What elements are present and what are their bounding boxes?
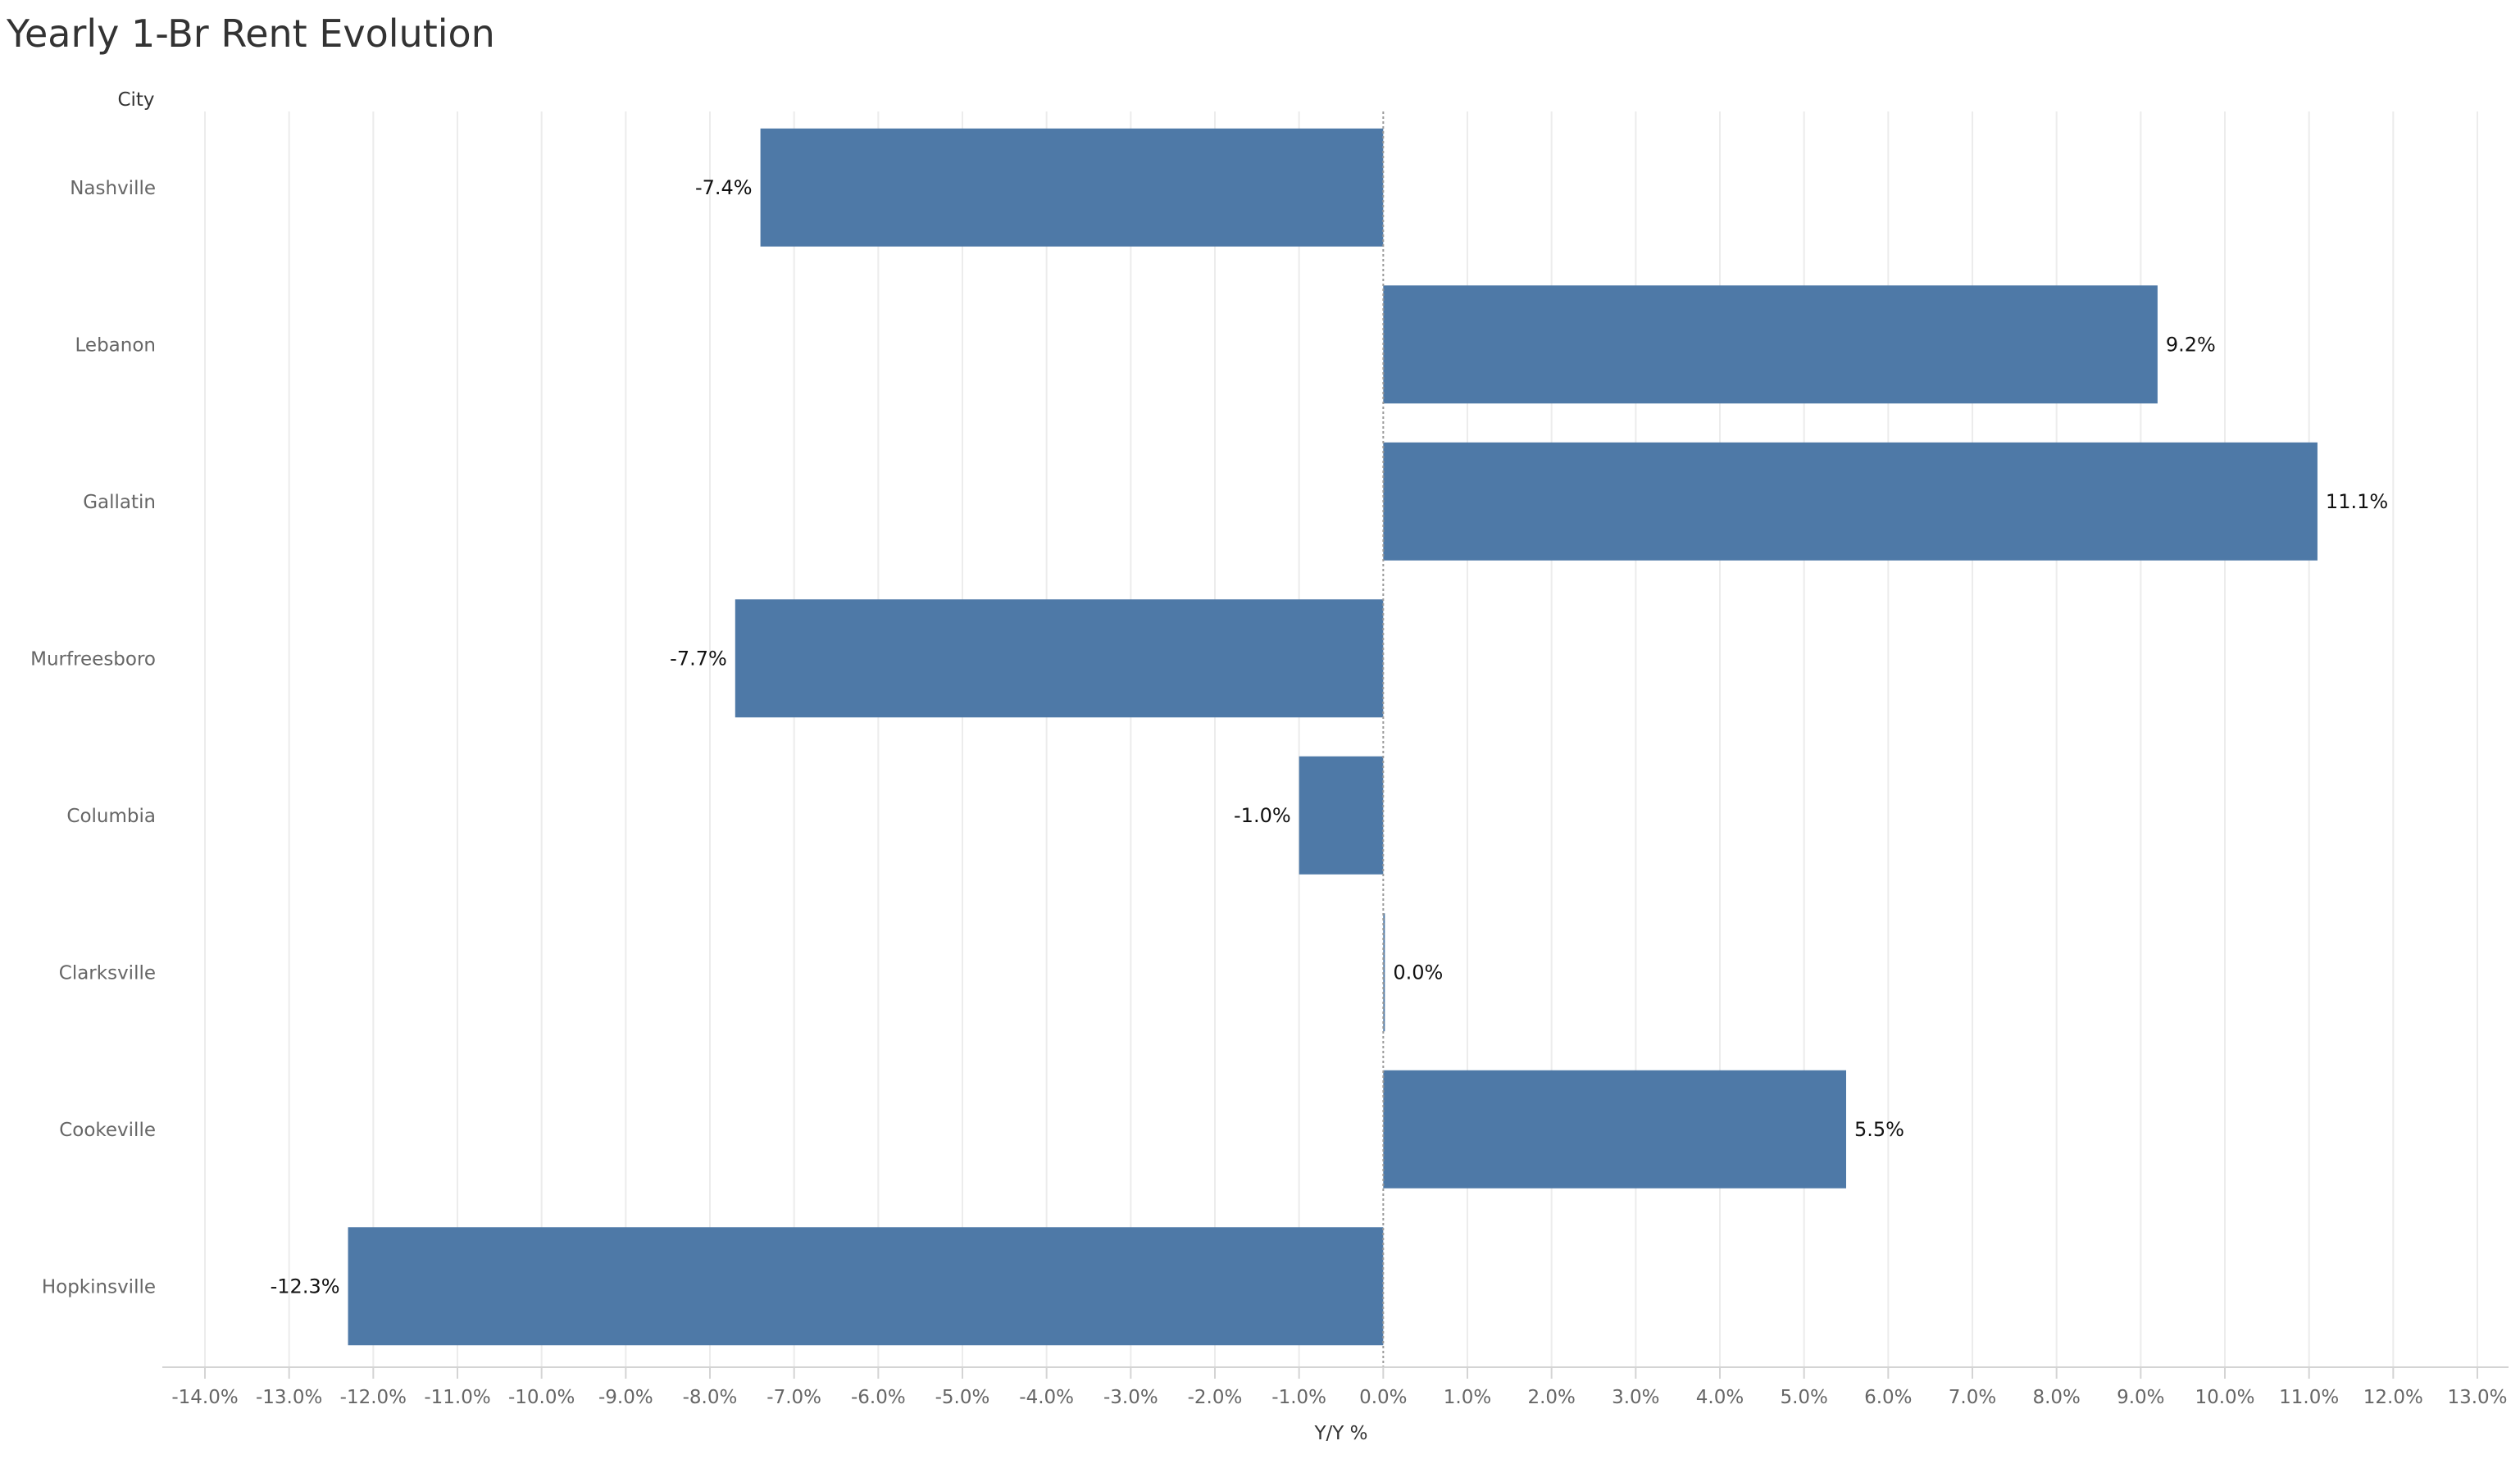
x-tick-label: 5.0% [1780, 1387, 1827, 1408]
x-tick-label: 3.0% [1612, 1387, 1659, 1408]
x-tick-label: 6.0% [1864, 1387, 1912, 1408]
x-tick-label: -1.0% [1271, 1387, 1326, 1408]
x-tick-label: 4.0% [1696, 1387, 1744, 1408]
bar-murfreesboro [735, 599, 1384, 718]
bar-cookeville [1383, 1070, 1846, 1189]
category-label: Cookeville [59, 1120, 156, 1141]
chart-title: Yearly 1-Br Rent Evolution [7, 11, 495, 56]
category-label: Hopkinsville [42, 1276, 156, 1298]
bar-nashville [760, 128, 1384, 247]
data-label: 9.2% [2166, 333, 2216, 356]
x-tick-label: -13.0% [256, 1387, 322, 1408]
category-label: Clarksville [59, 962, 156, 984]
bar-gallatin [1383, 442, 2318, 561]
x-tick-label: 13.0% [2447, 1387, 2507, 1408]
x-tick-label: -11.0% [424, 1387, 490, 1408]
x-tick-label: 12.0% [2363, 1387, 2423, 1408]
x-tick-label: 1.0% [1444, 1387, 1491, 1408]
x-tick-label: 0.0% [1359, 1387, 1407, 1408]
x-tick-label: 10.0% [2195, 1387, 2254, 1408]
data-label: -12.3% [271, 1275, 340, 1298]
bar-columbia [1299, 756, 1384, 875]
bar-lebanon [1383, 285, 2158, 404]
category-label: Columbia [66, 806, 156, 827]
x-tick-label: 7.0% [1949, 1387, 1996, 1408]
x-tick-label: 9.0% [2117, 1387, 2164, 1408]
x-tick-label: 11.0% [2279, 1387, 2339, 1408]
bar-layer [348, 128, 2318, 1346]
data-label: 0.0% [1393, 961, 1443, 984]
x-tick-label: -2.0% [1188, 1387, 1243, 1408]
y-axis-title: City [117, 89, 154, 111]
x-tick-label: -7.0% [766, 1387, 821, 1408]
bar-hopkinsville [348, 1227, 1384, 1346]
x-tick-label: 8.0% [2032, 1387, 2080, 1408]
x-tick-label: 2.0% [1527, 1387, 1575, 1408]
data-label: -7.4% [695, 176, 753, 199]
data-label: -7.7% [670, 647, 727, 670]
x-tick-label: -6.0% [851, 1387, 906, 1408]
axis-layer: City Y/Y % -14.0% -13.0% -12.0% -11.0% -10.0… [30, 89, 2509, 1444]
x-tick-label: -14.0% [171, 1387, 238, 1408]
label-layer: -7.4% 9.2% 11.1% -7.7% -1.0% 0.0% 5.5% -12.3% [271, 176, 2389, 1298]
x-tick-label: -4.0% [1019, 1387, 1074, 1408]
category-label: Nashville [70, 178, 156, 199]
x-tick-label: -3.0% [1103, 1387, 1158, 1408]
category-label: Gallatin [83, 492, 156, 513]
data-label: 5.5% [1854, 1118, 1904, 1141]
x-axis-title: Y/Y % [1313, 1423, 1367, 1444]
x-tick-label: -9.0% [598, 1387, 653, 1408]
data-label: 11.1% [2326, 490, 2388, 513]
category-label: Lebanon [75, 334, 156, 356]
x-tick-label: -8.0% [683, 1387, 738, 1408]
x-tick-label: -5.0% [935, 1387, 990, 1408]
data-label: -1.0% [1234, 804, 1291, 827]
x-tick-label: -10.0% [508, 1387, 575, 1408]
category-label: Murfreesboro [30, 648, 156, 670]
grid-layer [204, 111, 2478, 1367]
x-tick-label: -12.0% [340, 1387, 407, 1408]
